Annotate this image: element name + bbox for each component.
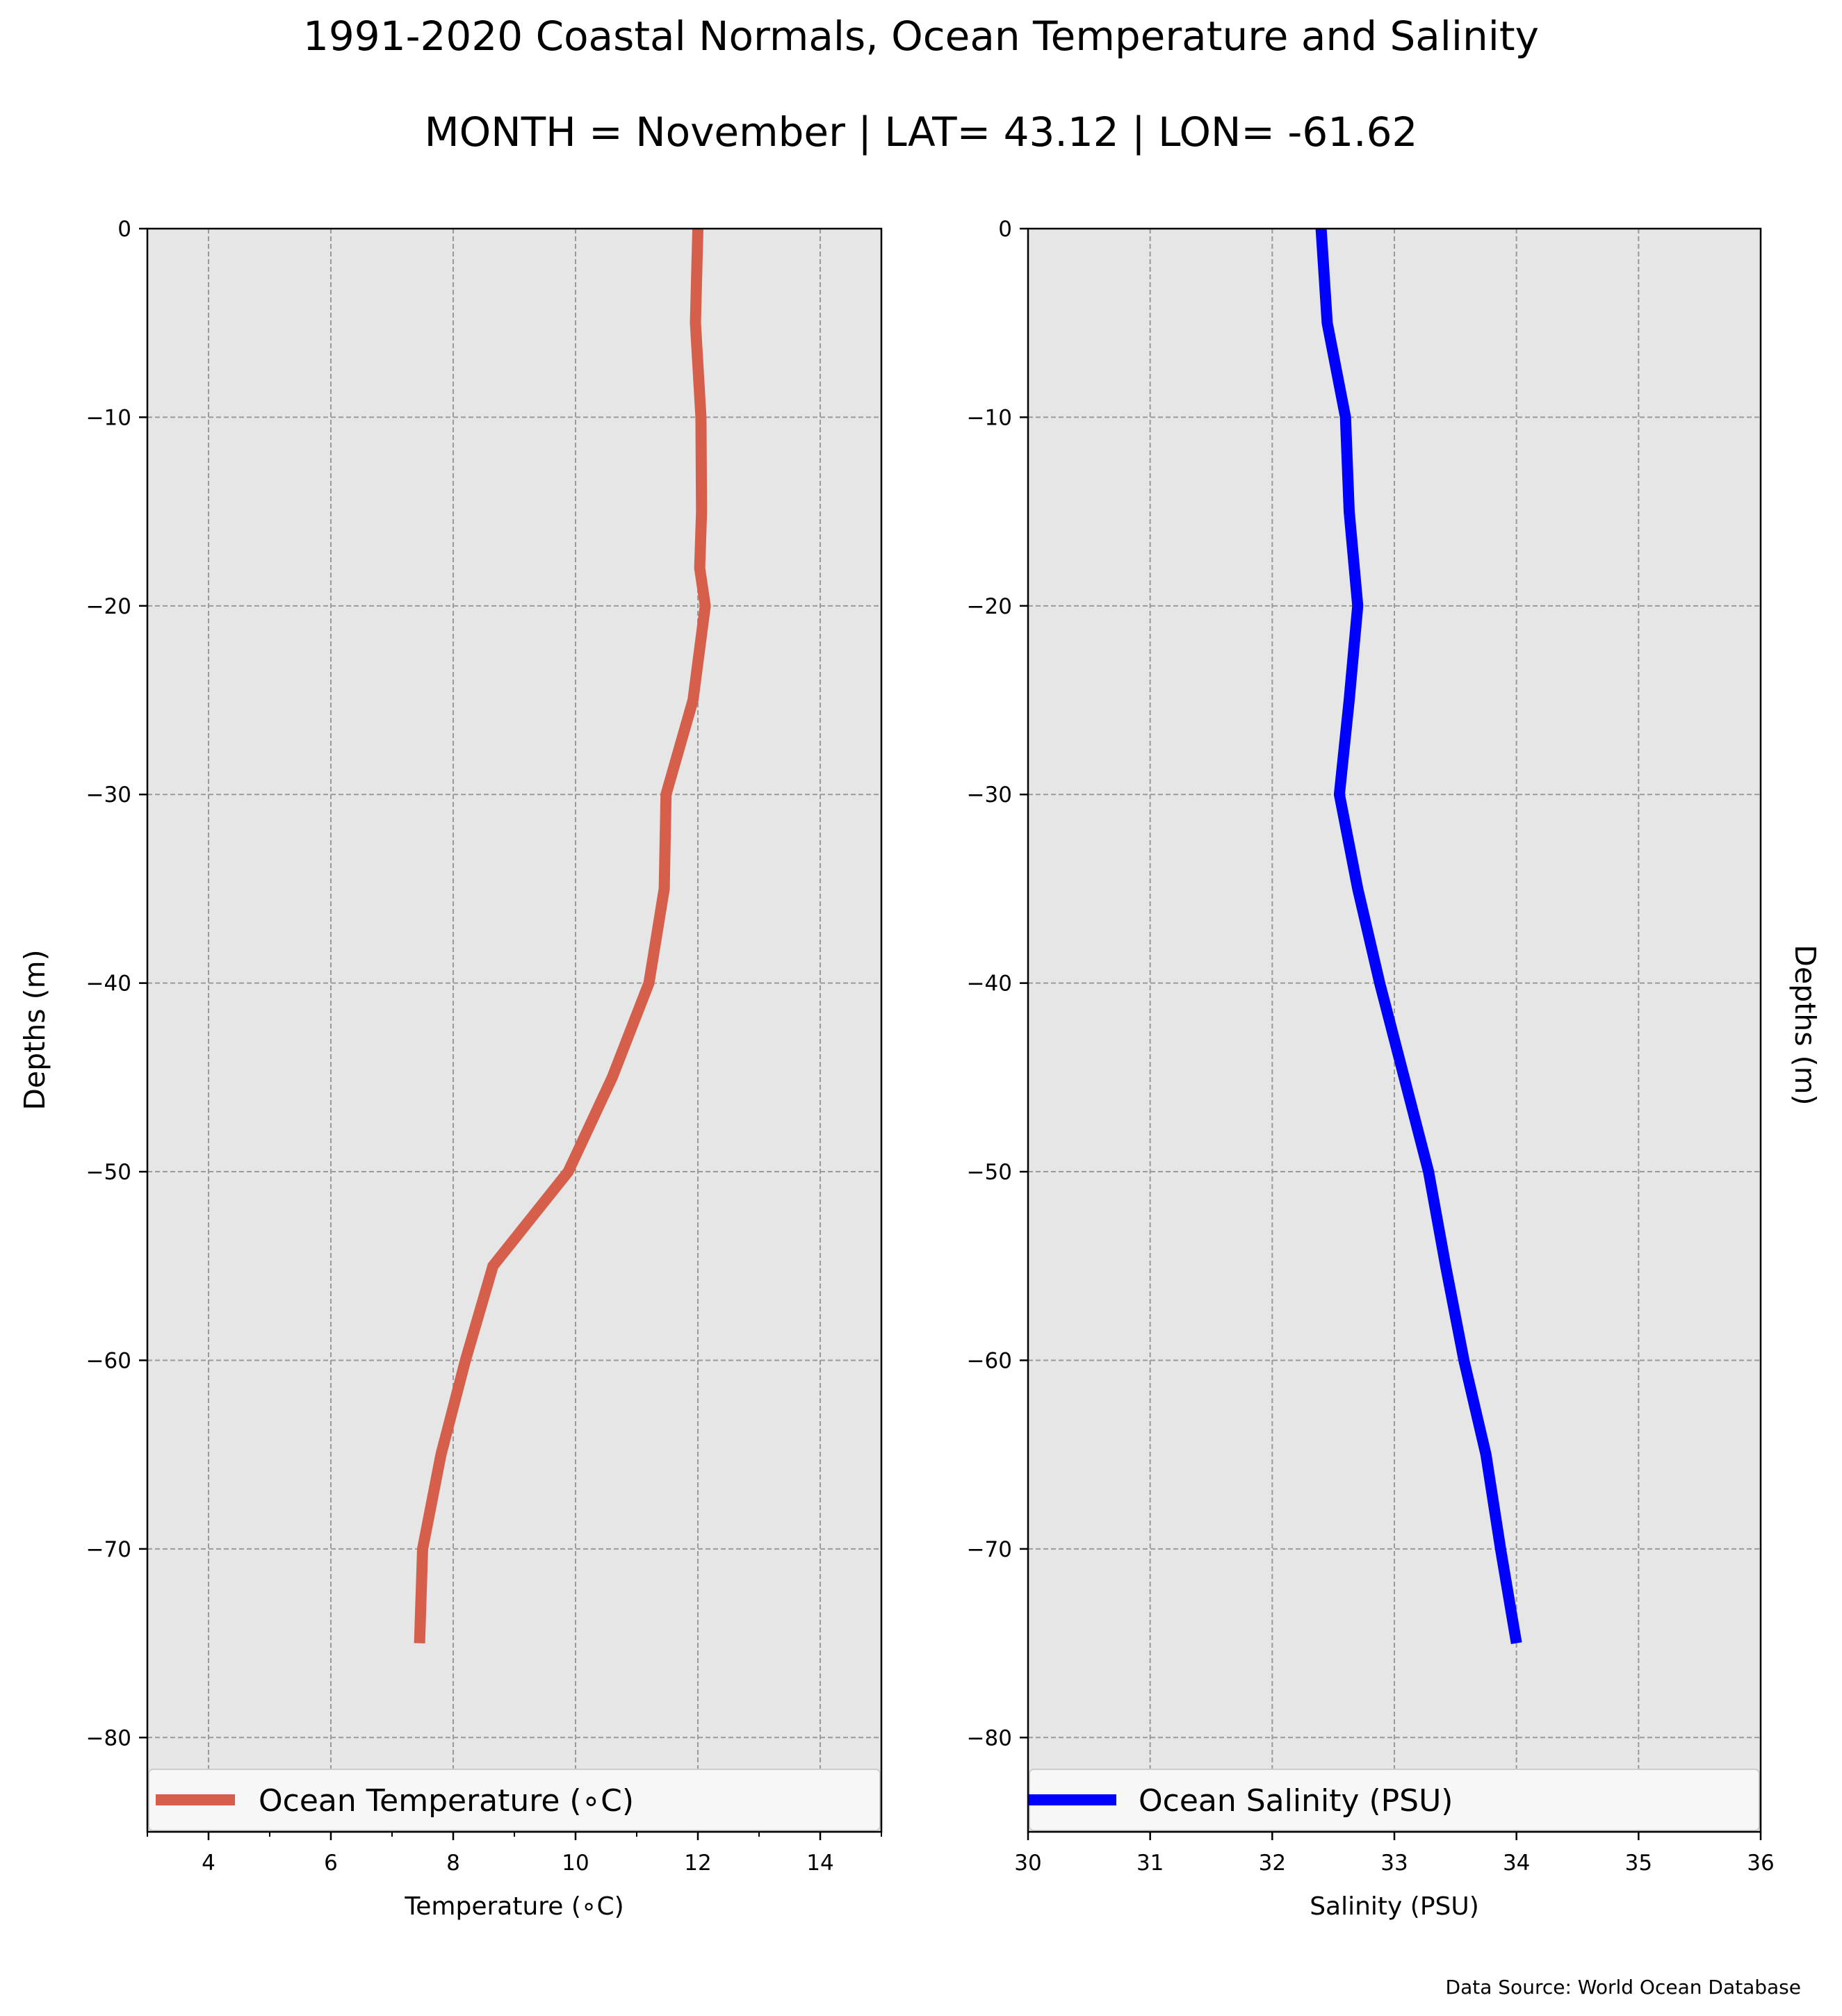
- x-tick-label: 31: [1136, 1851, 1164, 1876]
- figure-title: 1991-2020 Coastal Normals, Ocean Tempera…: [303, 13, 1539, 60]
- y-axis-label: Depths (m): [18, 949, 51, 1110]
- x-tick-label: 6: [324, 1851, 338, 1876]
- y-tick-label: −50: [967, 1160, 1012, 1185]
- y-tick-label: −70: [967, 1537, 1012, 1562]
- y-tick-label: −70: [86, 1537, 131, 1562]
- x-tick-label: 10: [562, 1851, 589, 1876]
- y-tick-label: −50: [86, 1160, 131, 1185]
- y-tick-label: −30: [86, 782, 131, 808]
- figure-subtitle: MONTH = November | LAT= 43.12 | LON= -61…: [425, 108, 1418, 156]
- plot-area: [147, 229, 881, 1832]
- legend-label: Ocean Salinity (PSU): [1139, 1783, 1453, 1819]
- y-tick-label: −20: [86, 594, 131, 619]
- y-tick-label: 0: [117, 217, 131, 242]
- right-y-axis-label: Depths (m): [1788, 944, 1822, 1105]
- x-tick-label: 12: [684, 1851, 711, 1876]
- y-tick-label: −40: [86, 972, 131, 997]
- x-tick-label: 33: [1380, 1851, 1408, 1876]
- y-tick-label: −30: [967, 782, 1012, 808]
- x-axis-label: Salinity (PSU): [1310, 1892, 1479, 1921]
- salinity-panel: Ocean Salinity (PSU) 30 31 32 33 34 35 36 0 −10 −2…: [967, 217, 1775, 1921]
- x-tick-label: 35: [1625, 1851, 1652, 1876]
- x-tick-label: 4: [202, 1851, 215, 1876]
- x-tick-label: 30: [1014, 1851, 1041, 1876]
- x-axis-label: Temperature (∘C): [404, 1892, 623, 1921]
- y-tick-label: −20: [967, 594, 1012, 619]
- legend: Ocean Temperature (∘C): [148, 1769, 881, 1831]
- y-tick-label: 0: [998, 217, 1012, 242]
- x-tick-label: 36: [1747, 1851, 1774, 1876]
- x-tick-label: 8: [446, 1851, 460, 1876]
- legend-label: Ocean Temperature (∘C): [259, 1783, 634, 1819]
- y-tick-label: −80: [86, 1726, 131, 1751]
- legend: Ocean Salinity (PSU): [1027, 1769, 1760, 1831]
- series-line: [414, 228, 711, 1644]
- data-source-note: Data Source: World Ocean Database: [1446, 1976, 1801, 1999]
- y-tick-label: −10: [86, 405, 131, 430]
- series-line: [1315, 228, 1522, 1644]
- y-tick-label: −60: [967, 1348, 1012, 1373]
- temperature-panel: Ocean Temperature (∘C) 4 6 8 10 12 14 0 −10 −20 −3…: [18, 217, 883, 1921]
- y-tick-label: −60: [86, 1348, 131, 1373]
- x-tick-label: 14: [806, 1851, 833, 1876]
- y-tick-label: −10: [967, 405, 1012, 430]
- y-tick-label: −80: [967, 1726, 1012, 1751]
- y-tick-label: −40: [967, 972, 1012, 997]
- x-tick-label: 34: [1503, 1851, 1530, 1876]
- x-tick-label: 32: [1259, 1851, 1286, 1876]
- legend-box: [148, 1769, 881, 1831]
